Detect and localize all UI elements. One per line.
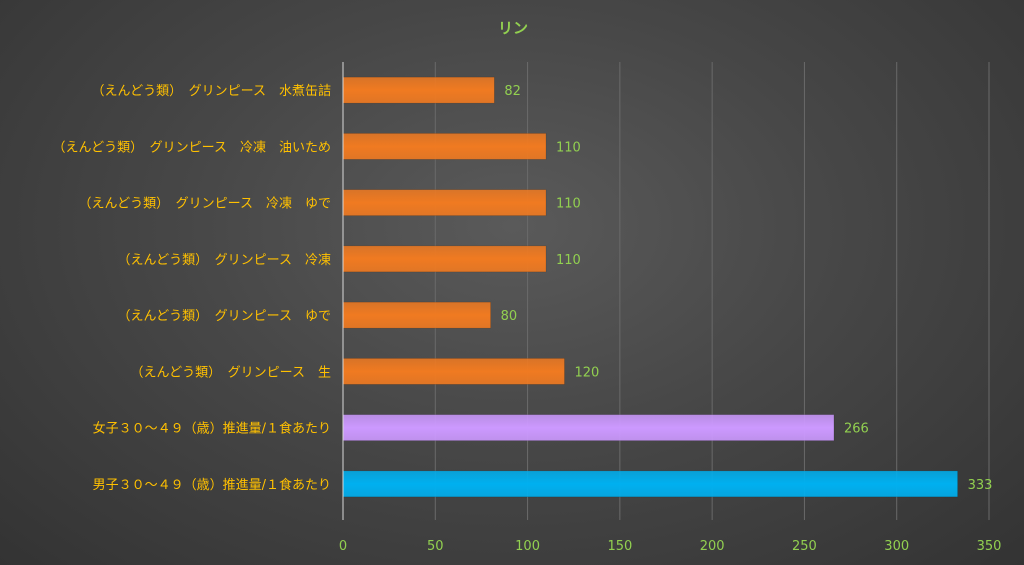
category-label-6: 女子３０～４９（歳）推進量/１食あたり	[93, 421, 331, 437]
x-tick-350: 350	[977, 539, 1002, 554]
x-tick-300: 300	[884, 539, 909, 554]
data-label-2: 110	[556, 197, 581, 212]
category-label-7: 男子３０～４９（歳）推進量/１食あたり	[93, 477, 331, 493]
data-labels: 82 110 110 110 80 120 266 333	[501, 84, 993, 493]
bar-4	[342, 301, 491, 329]
bar-7	[342, 470, 958, 498]
bars	[342, 76, 958, 498]
x-tick-0: 0	[339, 539, 347, 554]
bar-3	[342, 245, 547, 273]
x-tick-250: 250	[792, 539, 817, 554]
data-label-1: 110	[556, 140, 581, 155]
x-tick-50: 50	[427, 539, 444, 554]
category-label-2: （えんどう類） グリンピース 冷凍 ゆで	[79, 196, 331, 212]
category-label-0: （えんどう類） グリンピース 水煮缶詰	[92, 83, 331, 99]
chart-title: リン	[498, 19, 528, 37]
x-tick-200: 200	[700, 539, 725, 554]
x-tick-labels: 0 50 100 150 200 250 300 350	[339, 539, 1002, 554]
category-label-1: （えんどう類） グリンピース 冷凍 油いため	[53, 139, 331, 155]
category-label-5: （えんどう類） グリンピース 生	[131, 365, 331, 380]
category-label-3: （えんどう類） グリンピース 冷凍	[118, 252, 331, 268]
x-tick-100: 100	[515, 539, 540, 554]
bar-6	[342, 414, 835, 441]
bar-2	[342, 189, 547, 216]
bar-1	[342, 133, 547, 160]
gridlines	[434, 62, 990, 520]
category-labels: （えんどう類） グリンピース 水煮缶詰 （えんどう類） グリンピース 冷凍 油いた…	[53, 83, 331, 493]
bar-0	[342, 76, 495, 104]
data-label-0: 82	[504, 84, 521, 99]
data-label-4: 80	[501, 309, 518, 324]
data-label-3: 110	[556, 253, 581, 268]
category-label-4: （えんどう類） グリンピース ゆで	[118, 309, 331, 324]
data-label-7: 333	[968, 478, 993, 493]
data-label-6: 266	[844, 422, 869, 437]
data-label-5: 120	[574, 365, 599, 380]
bar-5	[342, 358, 565, 385]
x-tick-150: 150	[607, 539, 632, 554]
